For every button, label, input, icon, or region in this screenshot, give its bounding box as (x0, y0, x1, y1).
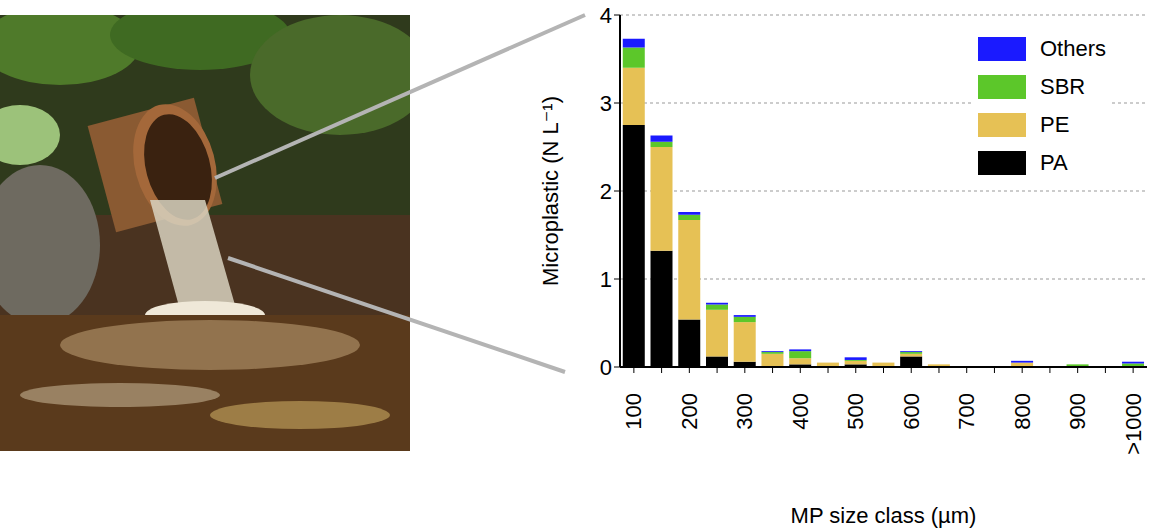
html-text:SBR: SBR (1040, 74, 1086, 99)
svg-text:>1000: >1000 (1121, 393, 1146, 455)
svg-text:1: 1 (600, 267, 612, 292)
html-text:PE: PE (1040, 112, 1070, 137)
html-text:Others: Others (1040, 36, 1106, 61)
svg-text:800: 800 (1010, 393, 1035, 430)
svg-text:300: 300 (732, 393, 757, 430)
svg-text:100: 100 (621, 393, 646, 430)
svg-text:600: 600 (899, 393, 924, 430)
html-text:PA: PA (1040, 150, 1068, 175)
svg-text:900: 900 (1065, 393, 1090, 430)
svg-text:4: 4 (600, 3, 612, 28)
svg-text:3: 3 (600, 91, 612, 116)
svg-text:400: 400 (788, 393, 813, 430)
svg-text:500: 500 (843, 393, 868, 430)
svg-text:700: 700 (954, 393, 979, 430)
svg-text:200: 200 (677, 393, 702, 430)
svg-text:0: 0 (600, 355, 612, 380)
svg-text:2: 2 (600, 179, 612, 204)
svg-text:Microplastic (N L⁻¹): Microplastic (N L⁻¹) (538, 96, 563, 286)
svg-text:MP size class (µm): MP size class (µm) (791, 503, 977, 528)
